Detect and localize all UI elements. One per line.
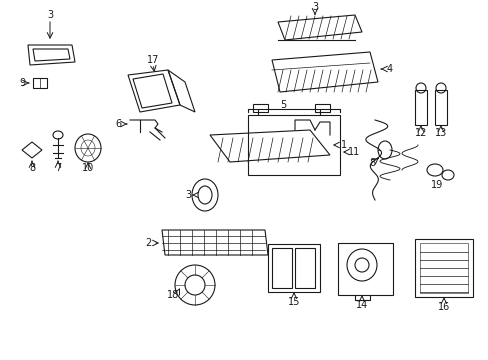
Text: 9: 9 xyxy=(19,78,25,88)
Bar xyxy=(414,239,472,297)
Text: 8: 8 xyxy=(368,158,374,168)
Bar xyxy=(247,115,339,175)
Text: 16: 16 xyxy=(437,302,449,312)
Text: 6: 6 xyxy=(115,119,121,129)
Bar xyxy=(337,243,392,295)
Text: 1: 1 xyxy=(340,140,346,150)
Text: 3: 3 xyxy=(184,190,191,200)
Bar xyxy=(252,104,267,112)
Bar xyxy=(271,248,291,288)
Text: 11: 11 xyxy=(347,147,359,157)
Bar xyxy=(314,104,329,112)
Text: 14: 14 xyxy=(355,300,367,310)
Text: 5: 5 xyxy=(279,100,285,110)
Bar xyxy=(33,78,47,88)
Text: 4: 4 xyxy=(386,64,392,74)
Bar xyxy=(419,243,467,293)
Bar xyxy=(414,90,426,125)
Text: 15: 15 xyxy=(287,297,300,307)
Text: 17: 17 xyxy=(146,55,159,65)
Text: 7: 7 xyxy=(55,163,61,173)
Text: 3: 3 xyxy=(47,10,53,20)
Text: 2: 2 xyxy=(144,238,151,248)
Text: 10: 10 xyxy=(81,163,94,173)
Bar xyxy=(434,90,446,125)
Text: 12: 12 xyxy=(414,128,427,138)
Text: 18: 18 xyxy=(166,290,179,300)
Text: 3: 3 xyxy=(311,2,317,12)
Text: 13: 13 xyxy=(434,128,446,138)
Text: 8: 8 xyxy=(29,163,35,173)
Bar xyxy=(294,248,314,288)
Bar xyxy=(267,244,319,292)
Text: 19: 19 xyxy=(430,180,442,190)
